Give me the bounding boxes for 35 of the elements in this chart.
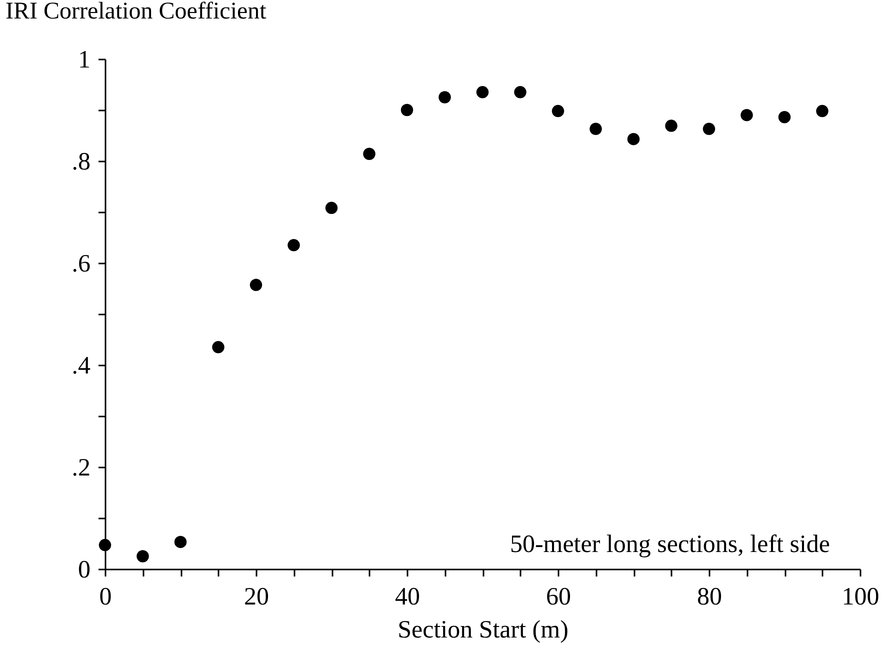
point: [174, 536, 187, 548]
x-tick-label: 40: [395, 584, 420, 610]
y-tick-label: 0: [78, 556, 90, 584]
point: [288, 239, 300, 252]
point: [363, 148, 376, 160]
point: [250, 278, 262, 292]
point: [665, 120, 678, 132]
point: [702, 122, 716, 135]
point: [212, 341, 224, 354]
x-axis-title: Section Start (m): [398, 616, 568, 644]
annotation: 50-meter long sections, left side: [510, 531, 830, 558]
point: [778, 111, 791, 124]
point: [627, 132, 640, 146]
point: [552, 104, 564, 118]
x-tick-label: 0: [99, 584, 112, 610]
y-tick-label: .2: [72, 454, 90, 482]
point: [514, 86, 526, 98]
point: [438, 91, 451, 104]
point: [816, 104, 828, 118]
point: [400, 104, 414, 116]
y-axis-title: IRI Correlation Coefficient: [6, 0, 267, 24]
x-tick-label: 20: [244, 584, 269, 610]
point: [98, 538, 112, 552]
point: [136, 550, 149, 562]
point: [325, 202, 338, 214]
y-tick-label: 1: [78, 46, 90, 74]
y-tick-label: .6: [72, 250, 90, 278]
y-tick-label: .8: [72, 148, 90, 176]
point: [590, 122, 602, 135]
x-tick-label: 60: [546, 584, 571, 610]
point: [740, 108, 753, 122]
point: [476, 86, 489, 98]
y-tick-label: .4: [72, 352, 91, 380]
x-tick-label: 80: [697, 584, 722, 610]
x-tick-label: 100: [842, 584, 880, 610]
